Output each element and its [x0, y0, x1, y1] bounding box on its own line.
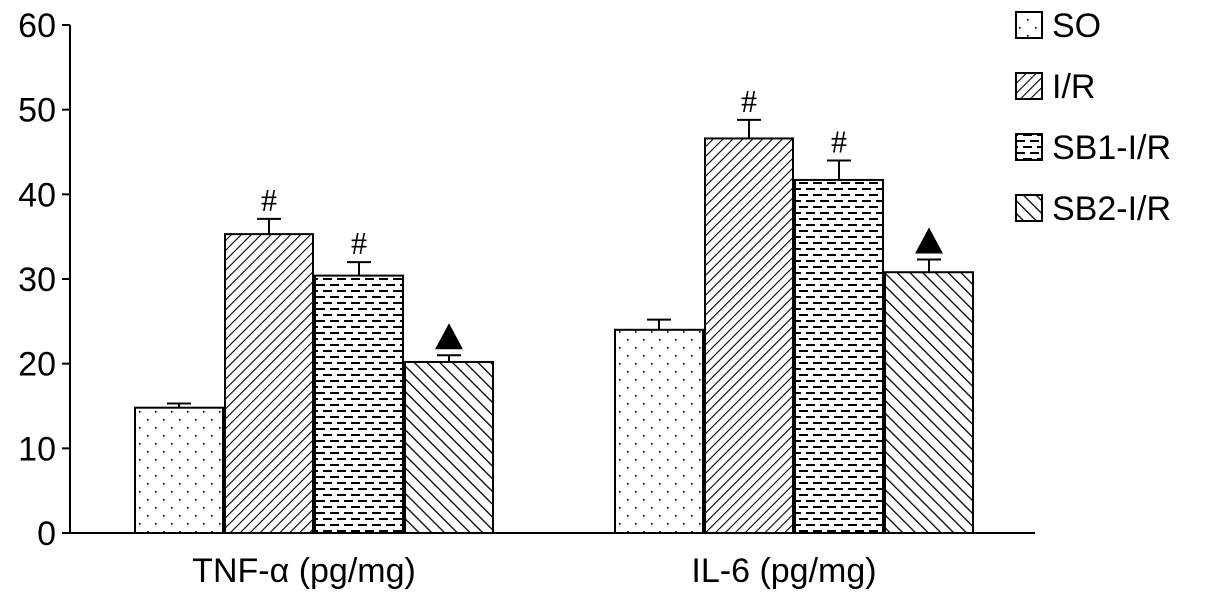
significance-triangle-icon: [435, 323, 463, 350]
error-bar: [737, 118, 761, 139]
significance-hash-marker: #: [351, 225, 367, 261]
plot-area: # # # # 0 10 20 30 40 50 60 TNF-α (pg/mg) IL-6 (pg…: [18, 7, 1035, 590]
bar: [704, 137, 794, 534]
legend-swatch: [1015, 72, 1043, 100]
legend-swatch: [1015, 133, 1043, 161]
legend-item: SO: [1015, 7, 1101, 45]
x-ticks: TNF-α (pg/mg) IL-6 (pg/mg): [192, 552, 876, 590]
y-tick-label: 50: [18, 92, 56, 130]
error-bar: [257, 217, 281, 235]
y-tick-label: 60: [18, 7, 56, 45]
significance-hash-marker: #: [261, 182, 277, 218]
legend-swatch: [1015, 194, 1043, 222]
legend-label: SO: [1052, 7, 1101, 45]
error-bar: [437, 354, 461, 362]
error-bar: [347, 261, 371, 276]
bar: [404, 360, 494, 534]
error-bar: [167, 402, 191, 408]
legend-swatch: [1015, 11, 1043, 39]
bar: [884, 271, 974, 534]
legend-item: I/R: [1015, 68, 1095, 106]
bar: [314, 274, 404, 534]
bar: [224, 233, 314, 534]
significance-hash-marker: #: [831, 123, 847, 159]
y-ticks: 0 10 20 30 40 50 60: [18, 7, 70, 553]
error-bar: [917, 258, 941, 273]
legend: SO I/R SB1-I/R SB2-I/R: [1015, 7, 1171, 228]
annotations-layer: # # # #: [261, 83, 943, 350]
significance-hash-marker: #: [741, 83, 757, 119]
x-tick-label: IL-6 (pg/mg): [691, 552, 876, 590]
legend-label: SB1-I/R: [1052, 129, 1171, 167]
error-bars-layer: [167, 118, 941, 408]
y-tick-label: 30: [18, 261, 56, 299]
bar: [614, 328, 704, 534]
legend-item: SB1-I/R: [1015, 129, 1171, 167]
legend-label: SB2-I/R: [1052, 190, 1171, 228]
significance-triangle-icon: [915, 227, 943, 254]
legend-label: I/R: [1052, 68, 1095, 106]
error-bar: [647, 318, 671, 330]
bar: [794, 178, 884, 534]
y-tick-label: 40: [18, 176, 56, 214]
y-tick-label: 10: [18, 430, 56, 468]
bars-layer: [134, 137, 974, 534]
bar: [134, 406, 224, 534]
y-tick-label: 20: [18, 346, 56, 384]
x-tick-label: TNF-α (pg/mg): [192, 552, 416, 590]
error-bar: [827, 159, 851, 180]
legend-item: SB2-I/R: [1015, 190, 1171, 228]
y-tick-label: 0: [37, 515, 56, 553]
